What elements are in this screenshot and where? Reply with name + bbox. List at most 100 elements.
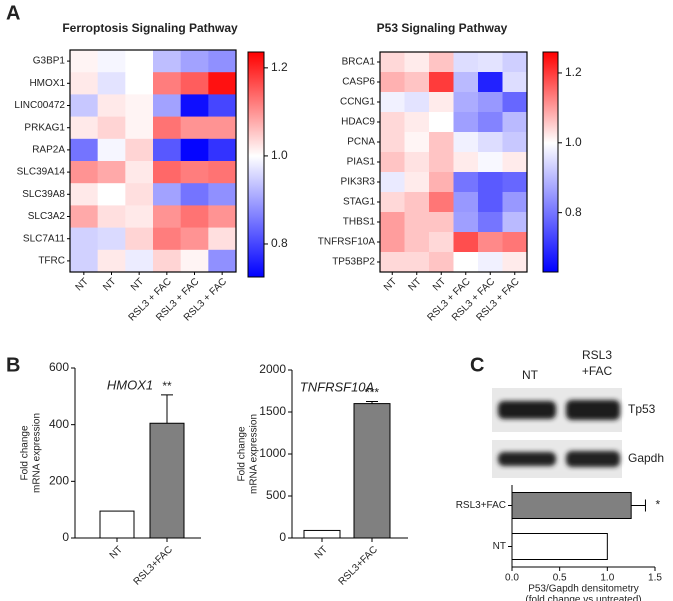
- heatmap-cell: [478, 92, 503, 113]
- heatmap-cell: [97, 205, 126, 228]
- heatmap-cell: [153, 116, 181, 140]
- x-tick-label: RSL3+FAC: [132, 544, 175, 587]
- colorbar-tick-label: 1.2: [565, 65, 582, 79]
- heatmap-cell: [429, 72, 454, 93]
- row-label: THBS1: [343, 217, 376, 228]
- heatmap-cell: [478, 252, 503, 273]
- heatmap-cell: [429, 252, 454, 273]
- heatmap-cell: [478, 132, 503, 153]
- lane-label: RSL3: [582, 348, 612, 362]
- heatmap-cell: [208, 116, 237, 140]
- y-tick-label: 600: [49, 360, 69, 374]
- heatmap-cell: [429, 172, 454, 193]
- bar: [511, 492, 632, 519]
- y-tick-label: 500: [266, 488, 286, 502]
- heatmap-cell: [404, 72, 430, 93]
- heatmap-cell: [180, 72, 209, 95]
- heatmap-cell: [380, 152, 405, 173]
- heatmap-cell: [429, 132, 454, 153]
- heatmap-cell: [453, 212, 479, 233]
- heatmap-cell: [478, 172, 503, 193]
- column-label: NT: [382, 276, 399, 293]
- error-bar: [366, 401, 378, 404]
- heatmap-cell: [153, 138, 181, 162]
- row-label: SLC7A11: [23, 233, 66, 244]
- heatmap-cell: [97, 161, 126, 184]
- heatmap-cell: [453, 252, 479, 273]
- row-label: STAG1: [343, 197, 375, 208]
- x-axis-label: P53/Gapdh densitometry: [528, 584, 639, 595]
- y-tick-label: 1000: [259, 446, 286, 460]
- heatmap-cell: [97, 183, 126, 206]
- significance-label: **: [162, 379, 172, 393]
- column-label: NT: [101, 276, 118, 293]
- heatmap-cell: [208, 50, 237, 73]
- heatmap-cell: [478, 192, 503, 213]
- heatmap-cell: [153, 205, 181, 228]
- heatmap-cell: [380, 172, 405, 193]
- heatmap-cell: [208, 249, 237, 273]
- heatmap-cell: [208, 161, 237, 184]
- heatmap-cell: [125, 94, 154, 117]
- lane-label: NT: [522, 368, 539, 382]
- heatmap-cell: [429, 52, 454, 73]
- error-bar: [631, 499, 646, 512]
- blot-band: [498, 452, 556, 466]
- colorbar-tick-label: 1.0: [271, 148, 288, 162]
- heatmap-cell: [180, 116, 209, 140]
- heatmap-cell: [453, 92, 479, 113]
- bar: [303, 529, 341, 539]
- heatmap-cell: [97, 94, 126, 117]
- heatmap-cell: [70, 72, 98, 95]
- heatmap-cell: [208, 227, 237, 251]
- y-tick-label: NT: [493, 541, 506, 552]
- heatmap-cell: [404, 52, 430, 73]
- heatmap-cell: [453, 52, 479, 73]
- heatmap-cell: [380, 112, 405, 133]
- x-axis-label: (fold change vs untreated): [525, 595, 641, 601]
- heatmap-cell: [502, 232, 528, 253]
- row-label: BRCA1: [342, 57, 376, 68]
- colorbar: [542, 51, 559, 273]
- colorbar-tick-label: 1.0: [565, 135, 582, 149]
- bar: [353, 403, 391, 539]
- heatmap-cell: [125, 116, 154, 140]
- heatmap-cell: [453, 112, 479, 133]
- heatmap-cell: [453, 152, 479, 173]
- heatmap-frame: [69, 49, 237, 273]
- heatmap-cell: [70, 183, 98, 206]
- heatmap-cell: [180, 249, 209, 273]
- heatmap-cell: [478, 72, 503, 93]
- row-label: SLC39A8: [22, 189, 65, 200]
- heatmap-cell: [502, 192, 528, 213]
- heatmap-cell: [153, 249, 181, 273]
- x-tick-label: 0.5: [553, 573, 567, 584]
- column-label: NT: [74, 276, 91, 293]
- chart-title: HMOX1: [107, 377, 153, 392]
- heatmap-cell: [180, 138, 209, 162]
- heatmap-cell: [208, 183, 237, 206]
- colorbar-tick-label: 0.8: [271, 236, 288, 250]
- heatmap-cell: [125, 183, 154, 206]
- heatmap-cell: [429, 92, 454, 113]
- row-label: PCNA: [347, 137, 375, 148]
- heatmap-cell: [70, 94, 98, 117]
- heatmap-cell: [502, 212, 528, 233]
- heatmap-cell: [404, 132, 430, 153]
- heatmap-cell: [208, 94, 237, 117]
- heatmap-cell: [478, 152, 503, 173]
- heatmap-cell: [97, 249, 126, 273]
- x-tick-label: 0.0: [505, 573, 519, 584]
- row-label: TFRC: [38, 256, 65, 267]
- heatmap-cell: [380, 92, 405, 113]
- error-bar: [161, 394, 173, 424]
- y-axis-label: Fold change: [237, 426, 248, 481]
- x-tick-label: NT: [108, 544, 125, 561]
- chart-title: P53 Signaling Pathway: [377, 21, 508, 35]
- heatmap-cell: [380, 52, 405, 73]
- row-label: PIAS1: [347, 157, 376, 168]
- heatmap-cell: [70, 205, 98, 228]
- heatmap-cell: [380, 212, 405, 233]
- y-tick-label: 200: [49, 474, 69, 488]
- bar: [149, 422, 185, 539]
